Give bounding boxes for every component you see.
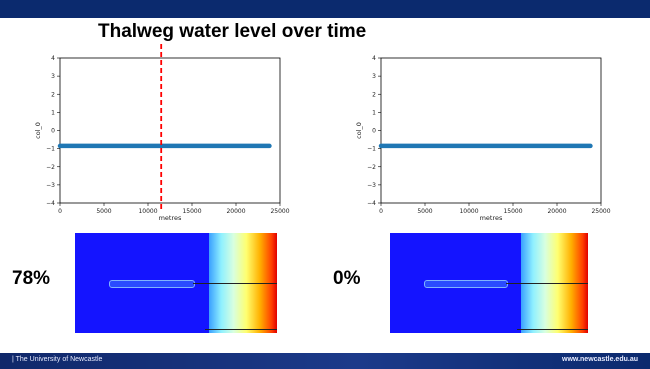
x-tick-label: 0 — [58, 208, 62, 215]
y-tick-label: 3 — [372, 73, 376, 80]
footer-bar: | The University of Newcastle www.newcas… — [0, 353, 650, 369]
x-tick-label: 25000 — [270, 208, 289, 215]
x-tick-label: 15000 — [182, 208, 201, 215]
y-tick-label: −2 — [46, 164, 55, 171]
footer-url[interactable]: www.newcastle.edu.au — [562, 356, 638, 363]
header-bar — [0, 0, 650, 18]
y-tick-label: 2 — [51, 91, 55, 98]
x-axis-label: metres — [480, 214, 503, 222]
x-tick-label: 5000 — [96, 208, 111, 215]
slide-title: Thalweg water level over time — [98, 21, 367, 42]
x-tick-label: 0 — [379, 208, 383, 215]
y-tick-label: 2 — [372, 91, 376, 98]
heatmap-base-line — [517, 329, 588, 330]
progress-percent-left: 78% — [12, 268, 51, 289]
x-tick-label: 25000 — [591, 208, 610, 215]
heatmap-channel — [109, 280, 195, 288]
y-tick-label: −4 — [46, 200, 55, 207]
x-tick-label: 20000 — [547, 208, 566, 215]
x-tick-label: 10000 — [138, 208, 157, 215]
progress-percent-right: 0% — [333, 268, 361, 289]
y-tick-label: 1 — [372, 109, 376, 116]
heatmap-thalweg-line — [506, 283, 588, 284]
plot-frame — [380, 57, 602, 204]
x-tick-label: 5000 — [417, 208, 432, 215]
y-tick-label: 3 — [51, 73, 55, 80]
y-tick-label: 4 — [51, 55, 55, 62]
x-tick-label: 10000 — [459, 208, 478, 215]
y-tick-label: 0 — [51, 128, 55, 135]
y-tick-label: 4 — [372, 55, 376, 62]
heatmap-left — [75, 233, 277, 333]
y-tick-label: −3 — [367, 182, 376, 189]
y-tick-label: −4 — [367, 200, 376, 207]
y-tick-label: 1 — [51, 109, 55, 116]
y-axis-label: col_0 — [355, 122, 363, 139]
x-tick-label: 15000 — [503, 208, 522, 215]
heatmap-thalweg-line — [193, 283, 277, 284]
x-tick-label: 20000 — [226, 208, 245, 215]
x-axis-label: metres — [159, 214, 182, 222]
heatmap-right — [390, 233, 588, 333]
y-tick-label: −2 — [367, 164, 376, 171]
y-tick-label: −1 — [367, 146, 376, 153]
y-tick-label: −3 — [46, 182, 55, 189]
y-tick-label: 0 — [372, 128, 376, 135]
y-axis-label: col_0 — [34, 122, 42, 139]
heatmap-channel — [424, 280, 508, 288]
footer-university: | The University of Newcastle — [12, 356, 103, 363]
heatmap-base-line — [205, 329, 277, 330]
y-tick-label: −1 — [46, 146, 55, 153]
